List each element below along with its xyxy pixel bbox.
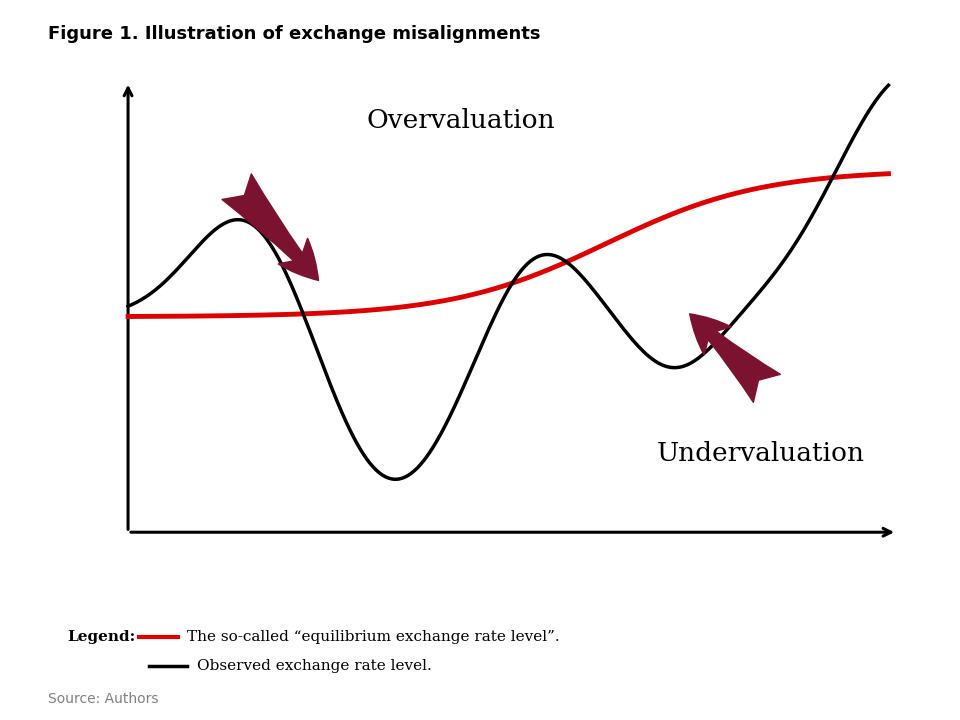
Text: The so-called “equilibrium exchange rate level”.: The so-called “equilibrium exchange rate…: [187, 630, 560, 644]
Text: Undervaluation: Undervaluation: [657, 441, 864, 467]
Text: Figure 1. Illustration of exchange misalignments: Figure 1. Illustration of exchange misal…: [48, 25, 540, 43]
Text: Observed exchange rate level.: Observed exchange rate level.: [197, 659, 432, 673]
Text: Overvaluation: Overvaluation: [367, 109, 556, 133]
Text: Source: Authors: Source: Authors: [48, 692, 158, 706]
Text: Legend:: Legend:: [67, 630, 135, 644]
